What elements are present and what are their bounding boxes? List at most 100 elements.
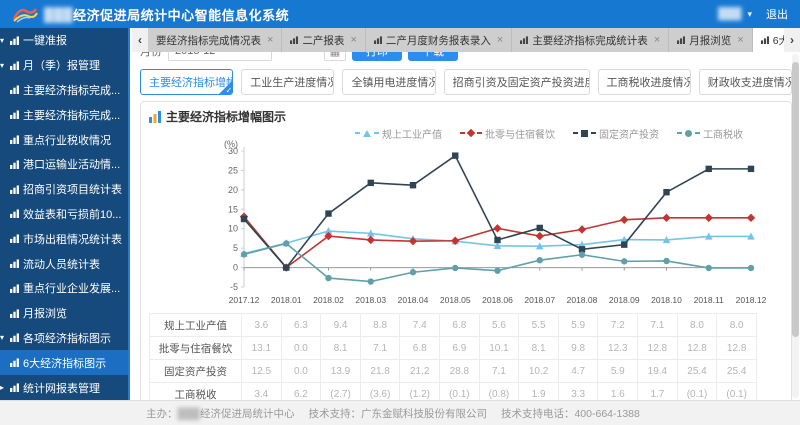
- view-toggle-button[interactable]: 全镇用电进度情况图示: [342, 69, 436, 95]
- tab[interactable]: 6大经济指标图示 ×: [752, 28, 784, 52]
- close-icon[interactable]: ×: [350, 34, 357, 46]
- download-button[interactable]: 下载: [408, 52, 458, 61]
- sidebar-item-label: 重点行业企业发展...: [23, 283, 121, 296]
- view-toggle-button[interactable]: 财政收支进度情况图示: [698, 69, 792, 95]
- value-cell: 12.8: [637, 336, 678, 360]
- sidebar-item[interactable]: 月报浏览: [0, 301, 128, 326]
- username: ███: [718, 8, 742, 20]
- legend-label: 批零与住宿餐饮: [485, 129, 555, 141]
- value-cell: 6.8: [439, 313, 480, 337]
- calendar-icon[interactable]: ▦: [324, 52, 346, 61]
- sidebar-item[interactable]: 统计网报表管理: [0, 375, 128, 400]
- view-toggle-button[interactable]: 工业生产进度情况图示: [241, 69, 335, 95]
- report-icon: [10, 383, 19, 393]
- tree-caret-icon: [0, 36, 10, 45]
- legend-line: [591, 132, 596, 134]
- view-toggle-label: 主要经济指标增幅图示: [149, 77, 232, 89]
- filter-row-clipped: 月份 ▦ 打印 下载: [132, 52, 800, 64]
- legend-marker-icon: [363, 129, 371, 137]
- sidebar-item-label: 重点行业税收情况: [23, 134, 111, 147]
- sidebar-item[interactable]: 重点行业税收情况: [0, 127, 128, 152]
- chart-icon: [149, 110, 161, 123]
- value-cell: 13.9: [320, 359, 361, 383]
- sidebar-item[interactable]: 招商引资项目统计表: [0, 177, 128, 202]
- tab-scroll-left-icon[interactable]: ‹: [132, 28, 148, 52]
- svg-text:5: 5: [233, 243, 238, 253]
- tab-label: 主要经济指标完成统计表: [532, 34, 648, 47]
- footer-phone: 技术支持电话：400-664-1388: [500, 407, 640, 420]
- value-cell: 12.5: [241, 359, 282, 383]
- row-header: 工商税收: [149, 382, 242, 400]
- tab[interactable]: 要经济指标完成情况表 ×: [148, 28, 283, 52]
- scrollbar-thumb[interactable]: [792, 62, 799, 337]
- legend-item[interactable]: 工商税收: [677, 127, 743, 141]
- tab-scroll-right-icon[interactable]: ›: [784, 28, 800, 52]
- tree-caret-icon: [0, 333, 10, 342]
- sidebar-item[interactable]: 重点行业企业发展...: [0, 276, 128, 301]
- svg-text:2017.12: 2017.12: [229, 295, 260, 305]
- chevron-down-icon: ▾: [747, 8, 752, 19]
- month-input[interactable]: [168, 52, 272, 61]
- svg-text:2018.08: 2018.08: [567, 295, 598, 305]
- tab[interactable]: 月报浏览 ×: [669, 28, 753, 52]
- legend-item[interactable]: 固定资产投资: [573, 127, 659, 141]
- chart-panel: 主要经济指标增幅图示 规上工业产值 批零与住宿餐饮: [140, 101, 792, 400]
- value-cell: 19.4: [637, 359, 678, 383]
- footer-support: 技术支持：广东金赋科技股份有限公司: [308, 407, 487, 420]
- value-cell: 6.2: [280, 382, 322, 400]
- svg-text:(%): (%): [224, 139, 238, 149]
- table-row: 固定资产投资 12.5 0.0 13.9 21.8 21.2 28.8 7.1 10.2 4.7 5…: [149, 359, 757, 383]
- app-logo-icon: [12, 8, 38, 23]
- sidebar-item[interactable]: 市场出租情况统计表: [0, 226, 128, 251]
- sidebar-item-label: 港口运输业活动情...: [23, 159, 121, 172]
- sidebar-item[interactable]: 效益表和亏损前10...: [0, 202, 128, 227]
- vertical-scrollbar: [792, 54, 799, 398]
- report-icon: [10, 36, 19, 45]
- sidebar-item[interactable]: 港口运输业活动情...: [0, 152, 128, 177]
- value-cell: 13.1: [241, 336, 282, 360]
- tab[interactable]: 二产报表 ×: [282, 28, 366, 52]
- close-icon[interactable]: ×: [653, 34, 661, 46]
- legend-marker-icon: [466, 128, 476, 138]
- sidebar-item[interactable]: 6大经济指标图示: [0, 350, 128, 376]
- view-toggle-button[interactable]: 主要经济指标增幅图示: [140, 69, 234, 95]
- value-cell: (0.1): [676, 382, 718, 400]
- value-cell: (0.1): [439, 382, 480, 400]
- value-cell: 3.6: [241, 313, 282, 337]
- legend-item[interactable]: 规上工业产值: [355, 127, 442, 141]
- sidebar-item[interactable]: 一键准报: [0, 28, 128, 53]
- sidebar-item-label: 一键准报: [23, 35, 67, 48]
- redacted-org-name: ███: [44, 6, 74, 22]
- tab-label: 6大经济指标图示: [772, 34, 784, 47]
- sidebar-item[interactable]: 流动人员统计表: [0, 251, 128, 276]
- value-cell: 8.1: [518, 336, 559, 360]
- value-cell: 7.1: [478, 359, 520, 383]
- legend-item[interactable]: 批零与住宿餐饮: [460, 127, 555, 141]
- legend-line: [695, 132, 700, 134]
- value-cell: 25.4: [716, 359, 757, 383]
- value-cell: 12.3: [597, 336, 639, 360]
- sidebar-item[interactable]: 各项经济指标图示: [0, 326, 128, 351]
- logout-button[interactable]: 退出: [766, 9, 788, 21]
- value-cell: 1.7: [637, 382, 678, 400]
- value-cell: 5.9: [597, 359, 639, 383]
- user-menu[interactable]: ███ ▾: [718, 8, 752, 20]
- close-icon[interactable]: ×: [737, 34, 744, 46]
- print-button[interactable]: 打印: [352, 52, 402, 61]
- view-toggle-label: 全镇用电进度情况图示: [351, 77, 434, 89]
- view-toggle-button[interactable]: 工商税收进度情况图示: [597, 69, 691, 95]
- view-toggle-button[interactable]: 招商引资及固定资产投资进度情况图示: [443, 69, 590, 95]
- sidebar-item[interactable]: 月（季）报管理: [0, 53, 128, 78]
- legend-label: 工商税收: [703, 129, 743, 141]
- close-icon[interactable]: ×: [267, 34, 274, 46]
- close-icon[interactable]: ×: [496, 34, 504, 46]
- svg-text:2018.05: 2018.05: [440, 295, 471, 305]
- tab[interactable]: 二产月度财务报表录入 ×: [365, 28, 513, 52]
- value-cell: 25.4: [676, 359, 718, 383]
- svg-text:15: 15: [228, 204, 238, 214]
- sidebar-item[interactable]: 主要经济指标完成...: [0, 102, 128, 127]
- sidebar-item[interactable]: 主要经济指标完成...: [0, 78, 128, 103]
- value-cell: 12.8: [716, 336, 757, 360]
- svg-text:2018.04: 2018.04: [398, 295, 429, 305]
- tab[interactable]: 主要经济指标完成统计表 ×: [512, 28, 670, 52]
